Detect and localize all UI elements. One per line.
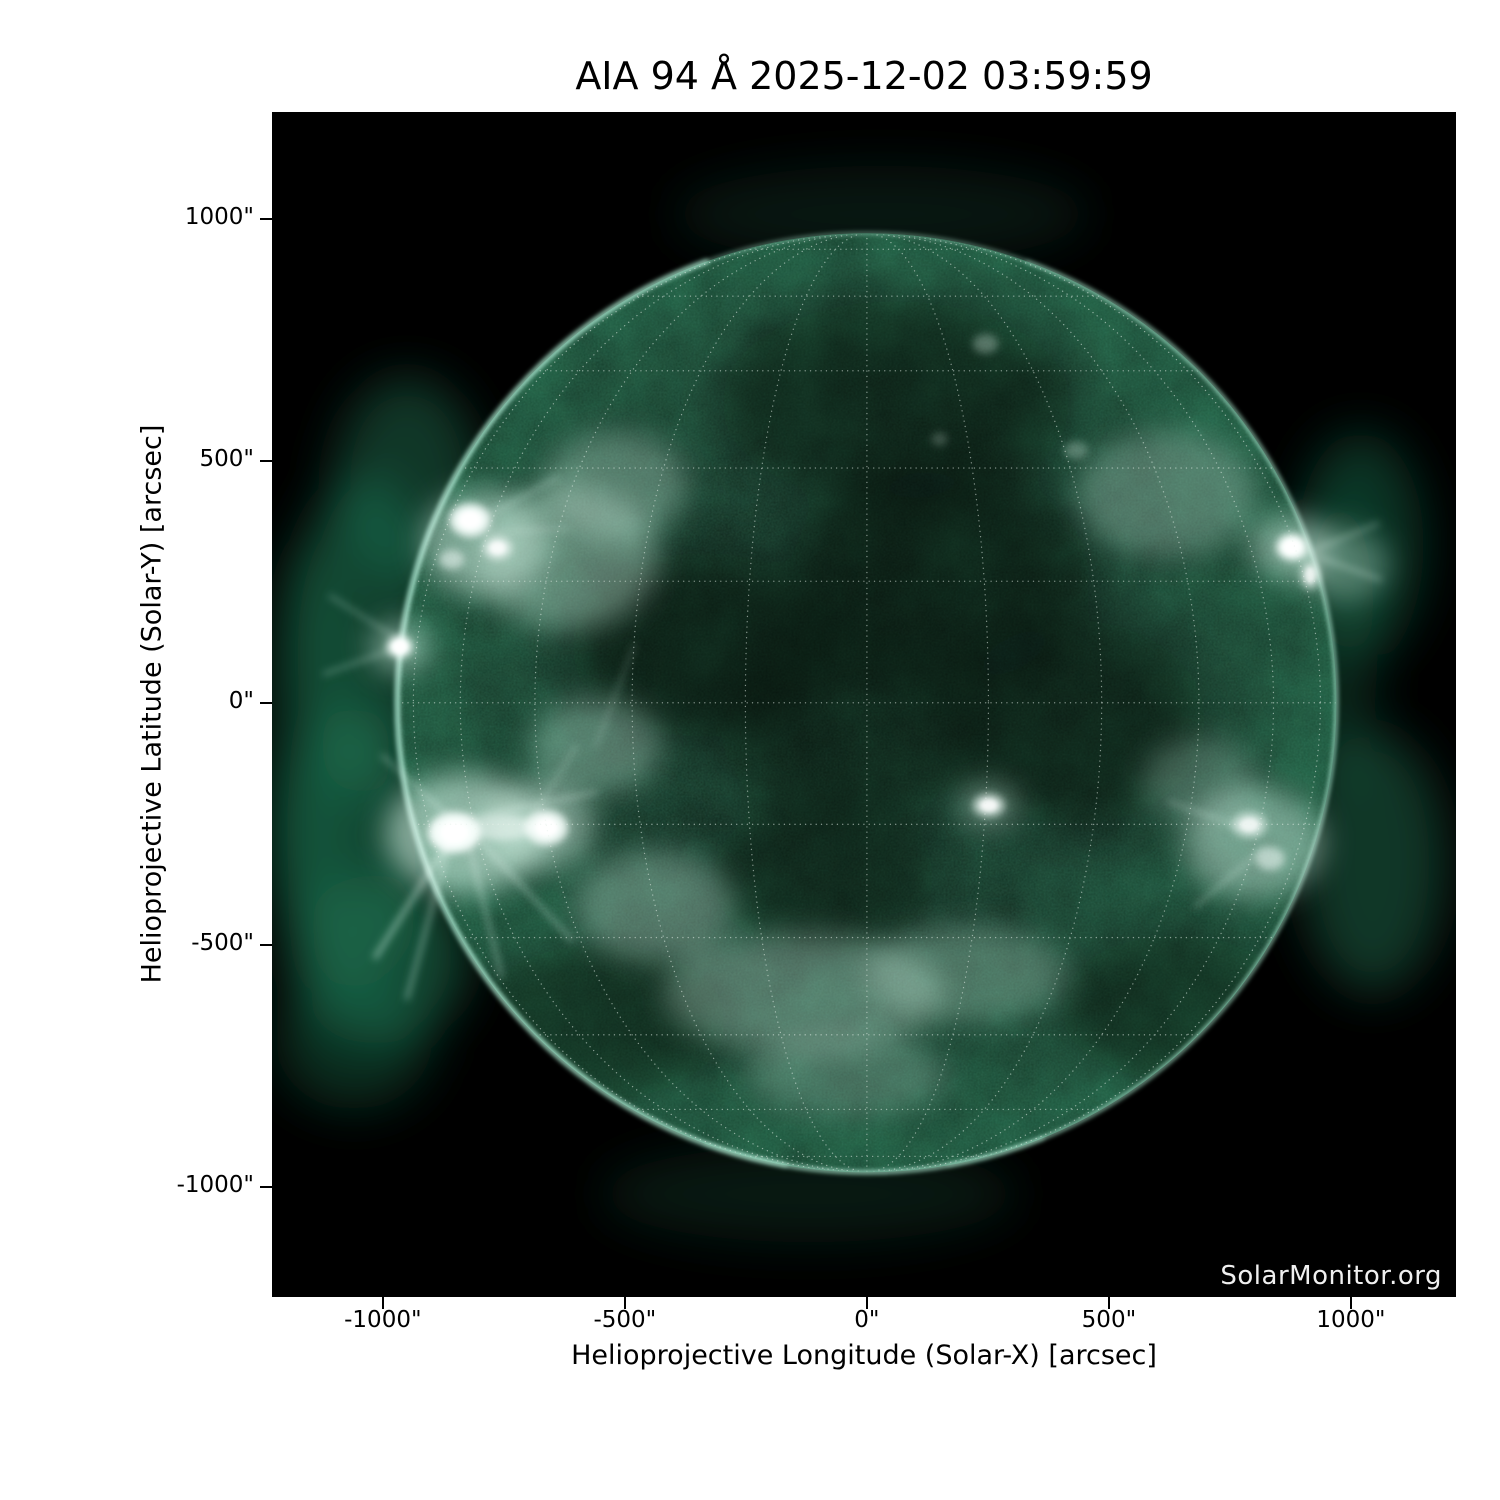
y-axis-tick <box>260 701 272 704</box>
y-axis-tick-label: 1000" <box>184 203 254 230</box>
watermark: SolarMonitor.org <box>1220 1261 1442 1291</box>
x-axis-tick <box>1107 1297 1110 1309</box>
plot-area: SolarMonitor.org <box>272 112 1456 1297</box>
x-axis-tick-label: 500" <box>1081 1307 1137 1333</box>
x-axis-label: Helioprojective Longitude (Solar-X) [arc… <box>571 1340 1157 1371</box>
y-axis-tick <box>260 1185 272 1188</box>
x-axis-tick-label: -500" <box>593 1307 657 1333</box>
y-axis-tick-label: 0" <box>228 687 254 714</box>
x-axis-tick-label: -1000" <box>344 1307 422 1333</box>
chart-title: AIA 94 Å 2025-12-02 03:59:59 <box>575 54 1153 98</box>
y-axis-tick <box>260 459 272 462</box>
x-axis-tick <box>623 1297 626 1309</box>
x-axis-tick <box>1349 1297 1352 1309</box>
solar-disk-image <box>272 112 1456 1297</box>
x-axis-tick <box>381 1297 384 1309</box>
y-axis-tick-label: 500" <box>199 445 254 472</box>
y-axis-tick-label: -500" <box>191 929 254 956</box>
x-axis-tick <box>865 1297 868 1309</box>
y-axis-tick <box>260 217 272 220</box>
x-axis-tick-label: 1000" <box>1316 1307 1386 1333</box>
x-axis-tick-label: 0" <box>854 1307 880 1333</box>
y-axis-tick <box>260 943 272 946</box>
y-axis-tick-label: -1000" <box>176 1171 254 1198</box>
